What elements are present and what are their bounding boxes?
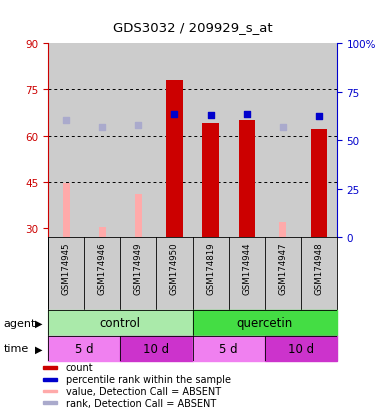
- Bar: [84, 44, 120, 238]
- Text: percentile rank within the sample: percentile rank within the sample: [65, 374, 231, 384]
- Bar: [48, 44, 84, 238]
- Text: GSM174819: GSM174819: [206, 242, 215, 294]
- Text: GSM174946: GSM174946: [98, 242, 107, 294]
- Text: count: count: [65, 362, 93, 372]
- Bar: [203, 124, 219, 238]
- Text: ▶: ▶: [35, 344, 42, 354]
- Point: [63, 117, 69, 124]
- Bar: [192, 336, 265, 361]
- Text: agent: agent: [4, 318, 36, 328]
- Point: [171, 112, 177, 118]
- Bar: [265, 44, 301, 238]
- Text: 5 d: 5 d: [219, 342, 238, 355]
- Point: [244, 112, 250, 118]
- Bar: [44, 366, 57, 369]
- Bar: [279, 223, 286, 238]
- Point: [208, 112, 214, 119]
- Bar: [192, 44, 229, 238]
- Bar: [166, 81, 182, 238]
- Point: [280, 124, 286, 131]
- Text: control: control: [100, 316, 141, 330]
- Bar: [120, 336, 192, 361]
- Point: [135, 122, 141, 128]
- Text: value, Detection Call = ABSENT: value, Detection Call = ABSENT: [65, 386, 221, 396]
- Text: GDS3032 / 209929_s_at: GDS3032 / 209929_s_at: [113, 21, 272, 33]
- Point: [316, 113, 322, 120]
- Bar: [44, 389, 57, 392]
- Bar: [135, 195, 142, 238]
- Bar: [265, 336, 337, 361]
- Bar: [192, 310, 337, 336]
- Text: quercetin: quercetin: [236, 316, 293, 330]
- Text: GSM174948: GSM174948: [314, 242, 323, 294]
- Text: 5 d: 5 d: [75, 342, 94, 355]
- Text: ▶: ▶: [35, 318, 42, 328]
- Text: time: time: [4, 344, 29, 354]
- Bar: [48, 336, 120, 361]
- Text: 10 d: 10 d: [143, 342, 169, 355]
- Bar: [62, 184, 70, 238]
- Text: rank, Detection Call = ABSENT: rank, Detection Call = ABSENT: [65, 398, 216, 408]
- Bar: [311, 130, 327, 238]
- Text: 10 d: 10 d: [288, 342, 314, 355]
- Text: GSM174945: GSM174945: [62, 242, 71, 294]
- Point: [99, 124, 105, 131]
- Bar: [156, 44, 192, 238]
- Bar: [301, 44, 337, 238]
- Bar: [48, 310, 192, 336]
- Text: GSM174949: GSM174949: [134, 242, 143, 294]
- Bar: [44, 378, 57, 381]
- Bar: [239, 121, 255, 238]
- Text: GSM174944: GSM174944: [242, 242, 251, 294]
- Text: GSM174947: GSM174947: [278, 242, 287, 294]
- Text: GSM174950: GSM174950: [170, 242, 179, 294]
- Bar: [229, 44, 265, 238]
- Bar: [44, 401, 57, 404]
- Bar: [99, 227, 106, 238]
- Bar: [120, 44, 156, 238]
